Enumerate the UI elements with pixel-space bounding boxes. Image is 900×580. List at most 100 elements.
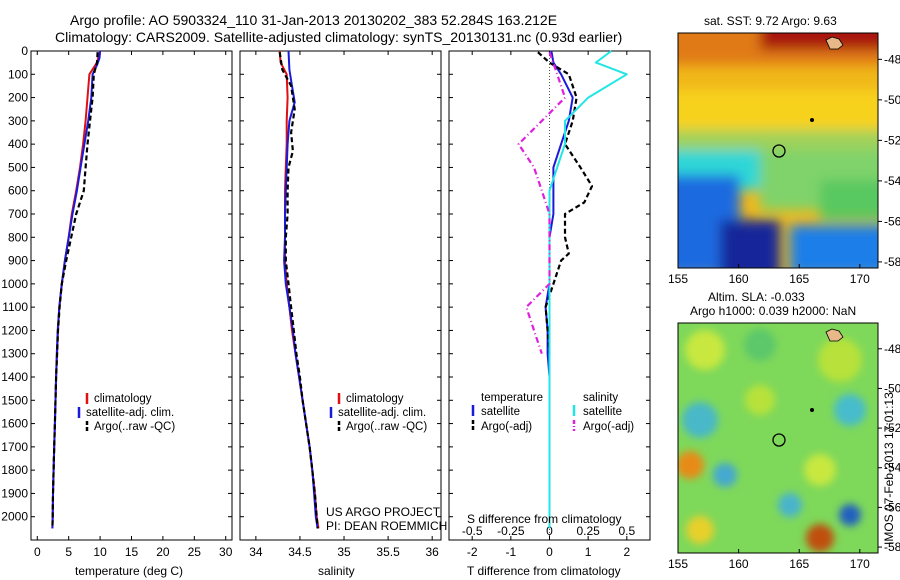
y-tick-label: 800 xyxy=(8,230,28,244)
secondary-tick-label: 0.25 xyxy=(576,524,600,538)
s-difference-axis-label: S difference from climatology xyxy=(467,512,622,526)
series-line xyxy=(51,52,99,529)
sla-map-title-1: Altim. SLA: -0.033 xyxy=(708,290,805,304)
x-tick-label: 1 xyxy=(585,545,592,559)
map-lat-label: -58 xyxy=(884,540,900,554)
legend-label-argo: Argo(..raw -QC) xyxy=(346,421,427,433)
island-marker xyxy=(810,408,814,412)
legend-label-t-satellite: satellite xyxy=(481,406,520,418)
argo-position-marker xyxy=(772,433,786,447)
y-tick-label: 600 xyxy=(8,184,28,198)
temperature-axis-label: temperature (deg C) xyxy=(75,564,183,578)
salinity-axis-ticks: 34 34.5 35 35.5 36 xyxy=(240,50,441,559)
y-tick-label: 1200 xyxy=(1,323,28,337)
map-lon-label: 160 xyxy=(729,557,749,571)
x-tick-label: 35.5 xyxy=(376,545,400,559)
x-tick-label: 5 xyxy=(65,545,72,559)
x-tick-label: 10 xyxy=(93,545,107,559)
credit-project: US ARGO PROJECT xyxy=(326,505,441,519)
sla-map-title-2: Argo h1000: 0.039 h2000: NaN xyxy=(690,304,856,318)
y-tick-label: 1600 xyxy=(1,417,28,431)
sst-map-frame xyxy=(677,32,879,269)
map-lat-label: -52 xyxy=(884,421,900,435)
secondary-tick-label: -0.25 xyxy=(497,524,525,538)
y-tick-label: 1800 xyxy=(1,463,28,477)
y-tick-label: 2000 xyxy=(1,510,28,524)
y-tick-label: 1000 xyxy=(1,277,28,291)
y-tick-label: 300 xyxy=(8,114,28,128)
x-tick-label: 34.5 xyxy=(288,545,312,559)
secondary-tick-label: 0 xyxy=(546,524,553,538)
sst-map xyxy=(678,33,878,268)
land-mass xyxy=(825,328,844,342)
salinity-axis-label: salinity xyxy=(318,564,355,578)
map-lat-label: -54 xyxy=(884,174,900,188)
series-line xyxy=(283,50,319,529)
series-line xyxy=(517,51,567,355)
y-tick-label: 1100 xyxy=(2,300,28,314)
x-tick-label: 25 xyxy=(188,545,202,559)
sla-map-ticks: 155 160 165 170 -48 -50 -52 -54 -56 -58 xyxy=(668,342,900,571)
land-mass xyxy=(825,36,844,50)
y-tick-label: 1900 xyxy=(1,486,28,500)
secondary-tick-label: -0.5 xyxy=(462,524,483,538)
t-difference-axis-label: T difference from climatology xyxy=(467,564,621,578)
series-line xyxy=(537,51,594,354)
temperature-legend: climatology satellite-adj. clim. Argo(..… xyxy=(77,393,175,433)
legend-label-argo: Argo(..raw -QC) xyxy=(94,421,175,433)
salinity-series xyxy=(278,50,320,529)
legend-label-s-argo: Argo(-adj) xyxy=(583,421,634,433)
sst-map-ticks: 155 160 165 170 -48 -50 -52 -54 -56 -58 xyxy=(668,52,900,286)
y-tick-label: 1400 xyxy=(1,370,28,384)
x-tick-label: 30 xyxy=(219,545,233,559)
map-lon-label: 155 xyxy=(668,272,688,286)
legend-header-temperature: temperature xyxy=(481,392,543,404)
salinity-panel xyxy=(239,50,442,541)
legend-label-t-argo: Argo(-adj) xyxy=(481,421,532,433)
credit-pi: PI: DEAN ROEMMICH xyxy=(326,519,447,533)
y-tick-label: 100 xyxy=(8,67,28,81)
map-lon-label: 170 xyxy=(850,557,870,571)
map-lat-label: -48 xyxy=(884,52,900,66)
map-lat-label: -50 xyxy=(884,381,900,395)
map-lat-label: -56 xyxy=(884,500,900,514)
x-tick-label: 34 xyxy=(249,545,263,559)
series-line xyxy=(278,52,319,529)
legend-label-s-satellite: satellite xyxy=(583,406,622,418)
x-tick-label: 20 xyxy=(156,545,170,559)
difference-axis-ticks: -2 -1 0 1 2 -0.5 -0.25 0 0.25 0.5 xyxy=(449,50,650,559)
argo-position-marker xyxy=(772,144,786,158)
temperature-panel xyxy=(30,50,233,541)
map-lat-label: -56 xyxy=(884,214,900,228)
x-tick-label: 0 xyxy=(34,545,41,559)
secondary-tick-label: 0.5 xyxy=(618,524,635,538)
y-tick-label: 1300 xyxy=(1,347,28,361)
x-tick-label: 0 xyxy=(546,545,553,559)
header-line-2: Climatology: CARS2009. Satellite-adjuste… xyxy=(55,29,622,45)
y-tick-label: 900 xyxy=(8,254,28,268)
legend-header-salinity: salinity xyxy=(583,392,618,404)
map-lat-label: -58 xyxy=(884,255,900,269)
temperature-axis-ticks: 0100200300400500600700800900100011001200… xyxy=(1,44,232,559)
map-lon-label: 165 xyxy=(789,557,809,571)
x-tick-label: -1 xyxy=(506,545,517,559)
x-tick-label: 36 xyxy=(426,545,440,559)
y-tick-label: 1700 xyxy=(1,440,28,454)
y-tick-label: 1500 xyxy=(1,393,28,407)
map-lon-label: 155 xyxy=(668,557,688,571)
salinity-legend: climatology satellite-adj. clim. Argo(..… xyxy=(329,393,427,433)
header-line-1: Argo profile: AO 5903324_110 31-Jan-2013… xyxy=(70,12,557,28)
map-lon-label: 170 xyxy=(850,272,870,286)
difference-series xyxy=(517,50,628,529)
x-tick-label: 35 xyxy=(337,545,351,559)
y-tick-label: 0 xyxy=(21,44,28,58)
map-lon-label: 160 xyxy=(729,272,749,286)
legend-label-climatology: climatology xyxy=(346,393,404,405)
x-tick-label: -2 xyxy=(467,545,478,559)
map-lat-label: -50 xyxy=(884,93,900,107)
y-tick-label: 700 xyxy=(8,207,28,221)
map-lat-label: -48 xyxy=(884,342,900,356)
timestamp-stamp: IMOS 07-Feb-2013 17:01:13 xyxy=(882,392,896,545)
legend-label-climatology: climatology xyxy=(94,393,152,405)
